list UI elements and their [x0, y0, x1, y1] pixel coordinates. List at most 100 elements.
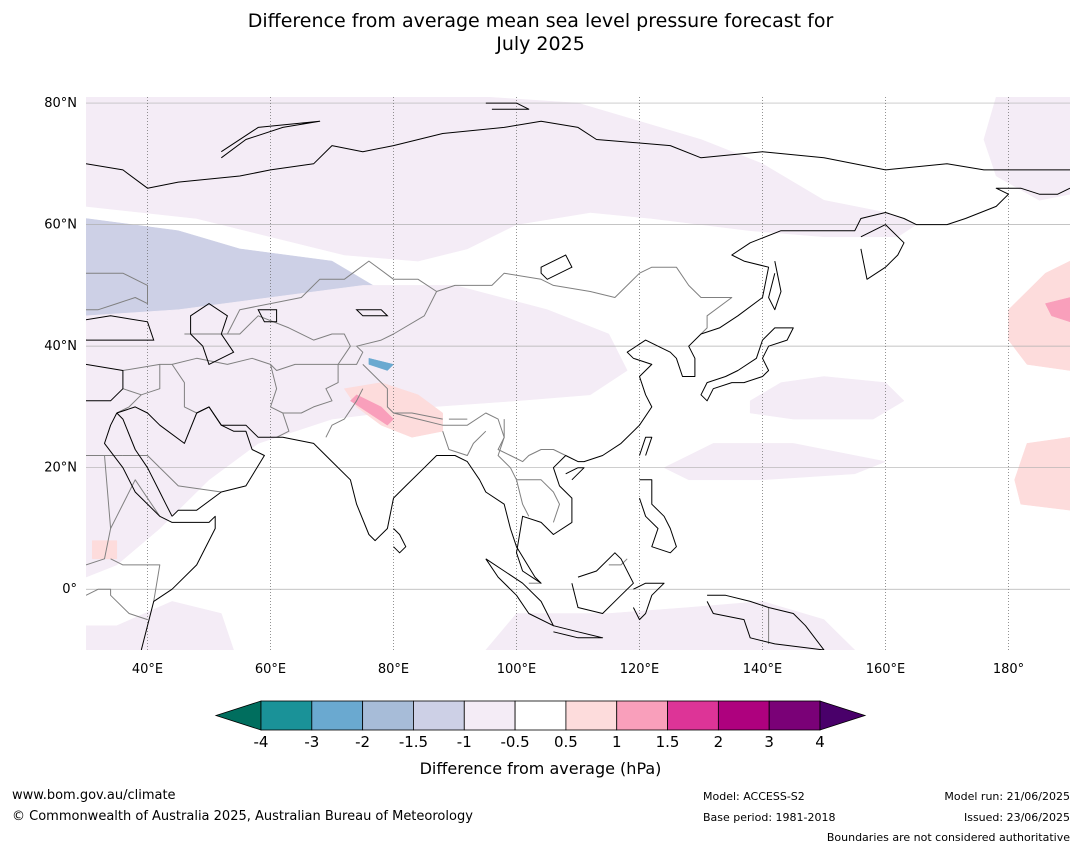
coastline — [116, 412, 173, 517]
colorbar-tick-label: 2 — [714, 733, 724, 751]
latitude-tick-label: 40°N — [44, 339, 77, 354]
map-title: Difference from average mean sea level p… — [0, 10, 1081, 56]
anomaly-region-11 — [983, 97, 1070, 201]
colorbar-title: Difference from average (hPa) — [419, 759, 662, 778]
latitude-tick-label: 20°N — [44, 461, 77, 476]
country-border — [110, 558, 161, 602]
colorbar-tick-label: 0.5 — [554, 733, 578, 751]
colorbar-swatch — [413, 700, 465, 731]
colorbar-swatch — [260, 700, 313, 731]
coastline — [104, 412, 216, 650]
country-border-layer — [86, 260, 770, 644]
coastline — [565, 467, 585, 481]
coastline — [485, 102, 530, 110]
coastline — [116, 406, 265, 517]
colorbar-max-arrow — [819, 700, 867, 731]
latitude-tick-label: 80°N — [44, 96, 77, 111]
country-border — [86, 272, 148, 311]
colorbar-tick-label: -1 — [457, 733, 472, 751]
colorbar-swatch — [616, 700, 668, 731]
country-border — [516, 479, 560, 523]
colorbar-tick-label: 4 — [815, 733, 825, 751]
coastline — [86, 120, 1070, 189]
map-plot-area — [86, 97, 1070, 692]
longitude-tick-label: 180° — [993, 662, 1024, 677]
website-link[interactable]: www.bom.gov.au/climate — [12, 788, 176, 803]
longitude-tick-label: 140°E — [743, 662, 783, 677]
latitude-tick-label: 60°N — [44, 218, 77, 233]
country-border — [393, 412, 443, 420]
country-border — [497, 419, 530, 517]
country-border — [171, 364, 197, 414]
coastline — [860, 224, 905, 280]
lake-outline — [540, 254, 573, 280]
anomaly-region-17 — [1045, 297, 1070, 323]
anomaly-region-13 — [1008, 260, 1070, 371]
map-title-line-2: July 2025 — [496, 33, 585, 55]
colorbar-swatch — [667, 700, 719, 731]
country-border — [442, 430, 487, 456]
longitude-tick-label: 160°E — [866, 662, 906, 677]
colorbar-swatch — [362, 700, 414, 731]
map-title-line-1: Difference from average mean sea level p… — [247, 10, 834, 32]
anomaly-region-14 — [1014, 437, 1070, 511]
coastline — [706, 594, 825, 650]
graticule-layer — [86, 97, 1070, 650]
longitude-tick-label: 80°E — [378, 662, 409, 677]
country-border — [122, 364, 161, 396]
coastline — [221, 120, 321, 159]
colorbar-tick-label: 1.5 — [656, 733, 680, 751]
lake-outline — [190, 303, 235, 366]
country-border — [226, 260, 437, 335]
lake-outline — [355, 309, 389, 317]
country-border — [362, 364, 566, 463]
coastline — [632, 582, 665, 621]
colorbar-tick-label: -4 — [254, 733, 269, 751]
colorbar-tick-label: -2 — [355, 733, 370, 751]
colorbar-swatch — [717, 700, 770, 731]
base-period: Base period: 1981-2018 — [703, 811, 836, 824]
anomaly-region-16 — [350, 394, 394, 426]
colorbar-swatch — [463, 700, 516, 731]
lake-outline — [257, 309, 278, 323]
latitude-tick-label: 0° — [62, 582, 77, 597]
longitude-tick-label: 100°E — [497, 662, 537, 677]
copyright-notice: © Commonwealth of Australia 2025, Austra… — [12, 809, 473, 824]
model-run-date: Model run: 21/06/2025 — [944, 790, 1070, 803]
anomaly-region-9 — [749, 376, 905, 420]
coastline — [393, 528, 407, 554]
boundaries-disclaimer: Boundaries are not considered authoritat… — [826, 831, 1070, 844]
longitude-tick-label: 40°E — [132, 662, 163, 677]
colorbar-swatch — [565, 700, 618, 731]
model-name: Model: ACCESS-S2 — [703, 790, 805, 803]
longitude-tick-label: 60°E — [255, 662, 286, 677]
coastline — [196, 187, 1070, 584]
country-border — [608, 558, 628, 566]
colorbar-tick-label: 3 — [764, 733, 774, 751]
country-border — [122, 266, 733, 371]
country-border — [86, 588, 148, 621]
colorbar-min-arrow — [214, 700, 262, 731]
coastline — [639, 436, 653, 456]
longitude-tick-label: 120°E — [620, 662, 660, 677]
country-border — [110, 479, 161, 529]
colorbar-tick-label: -3 — [304, 733, 319, 751]
country-border — [325, 388, 364, 438]
country-border — [282, 364, 339, 414]
coastline — [639, 479, 677, 554]
colorbar-swatch — [311, 700, 364, 731]
country-border — [270, 364, 290, 438]
map-axis-labels: 80°N 60°N 40°N 20°N 0° 40°E 60°E 80°E 100°E 120°E… — [44, 96, 1024, 677]
anomaly-region-18 — [368, 357, 394, 371]
coastline — [571, 552, 634, 614]
colorbar-tick-label: 1 — [612, 733, 622, 751]
anomaly-region-5 — [86, 97, 917, 262]
anomaly-region-15 — [91, 540, 118, 560]
coastline-layer — [86, 102, 1070, 692]
colorbar-tick-label: -0.5 — [500, 733, 529, 751]
colorbar: -4 -3 -2 -1.5 -1 -0.5 0.5 1 1.5 2 3 4 — [214, 700, 867, 751]
coastline — [166, 662, 203, 692]
issued-date: Issued: 23/06/2025 — [963, 811, 1070, 824]
coastline — [553, 625, 604, 639]
